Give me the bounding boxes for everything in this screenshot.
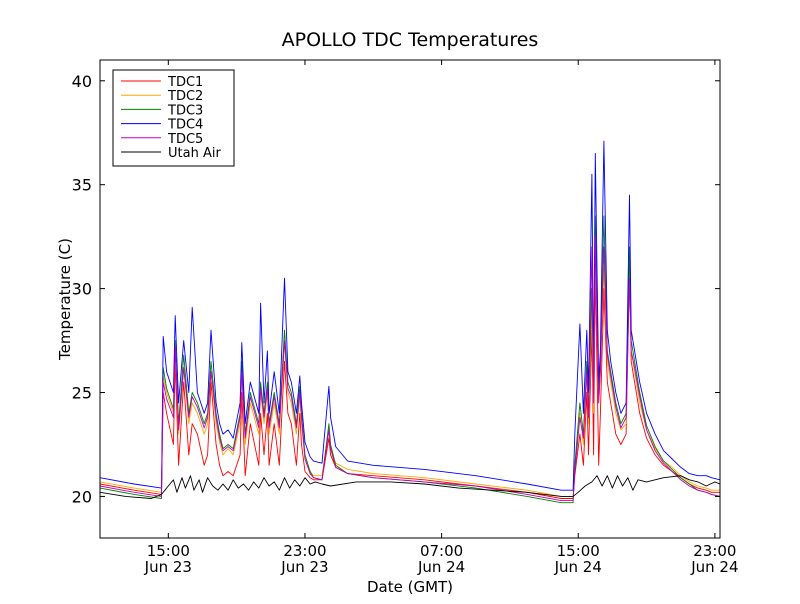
- legend-label-tdc4: TDC4: [167, 118, 203, 133]
- x-tick-time-label: 15:00: [147, 542, 190, 560]
- legend-label-tdc2: TDC2: [167, 89, 203, 104]
- chart-title: APOLLO TDC Temperatures: [282, 29, 539, 51]
- x-tick-date-label: Jun 23: [144, 558, 192, 576]
- x-tick-time-label: 07:00: [420, 542, 463, 560]
- x-tick-date-label: Jun 23: [280, 558, 328, 576]
- series-layer: [99, 140, 721, 504]
- x-tick-time-label: 15:00: [557, 542, 600, 560]
- y-tick-label: 35: [72, 176, 92, 195]
- legend-label-tdc5: TDC5: [167, 132, 203, 147]
- y-tick-label: 25: [72, 384, 92, 403]
- y-tick-label: 20: [72, 487, 92, 506]
- legend-box: [112, 69, 235, 167]
- x-axis-label: Date (GMT): [367, 578, 453, 596]
- series-line-tdc4: [99, 140, 721, 491]
- series-line-tdc5: [99, 236, 721, 502]
- y-tick-label: 40: [72, 72, 92, 91]
- series-line-utah-air: [99, 475, 721, 499]
- x-tick-time-label: 23:00: [693, 542, 736, 560]
- legend-label-tdc1: TDC1: [167, 75, 203, 90]
- y-axis-label: Temperature (C): [56, 238, 74, 361]
- x-tick-date-label: Jun 24: [417, 558, 465, 576]
- plot-frame: [99, 59, 721, 539]
- x-tick-time-label: 23:00: [283, 542, 326, 560]
- x-tick-date-label: Jun 24: [690, 558, 738, 576]
- y-tick-label: 30: [72, 280, 92, 299]
- legend-label-utah-air: Utah Air: [168, 146, 221, 161]
- x-tick-date-label: Jun 24: [554, 558, 602, 576]
- legend-label-tdc3: TDC3: [167, 103, 203, 118]
